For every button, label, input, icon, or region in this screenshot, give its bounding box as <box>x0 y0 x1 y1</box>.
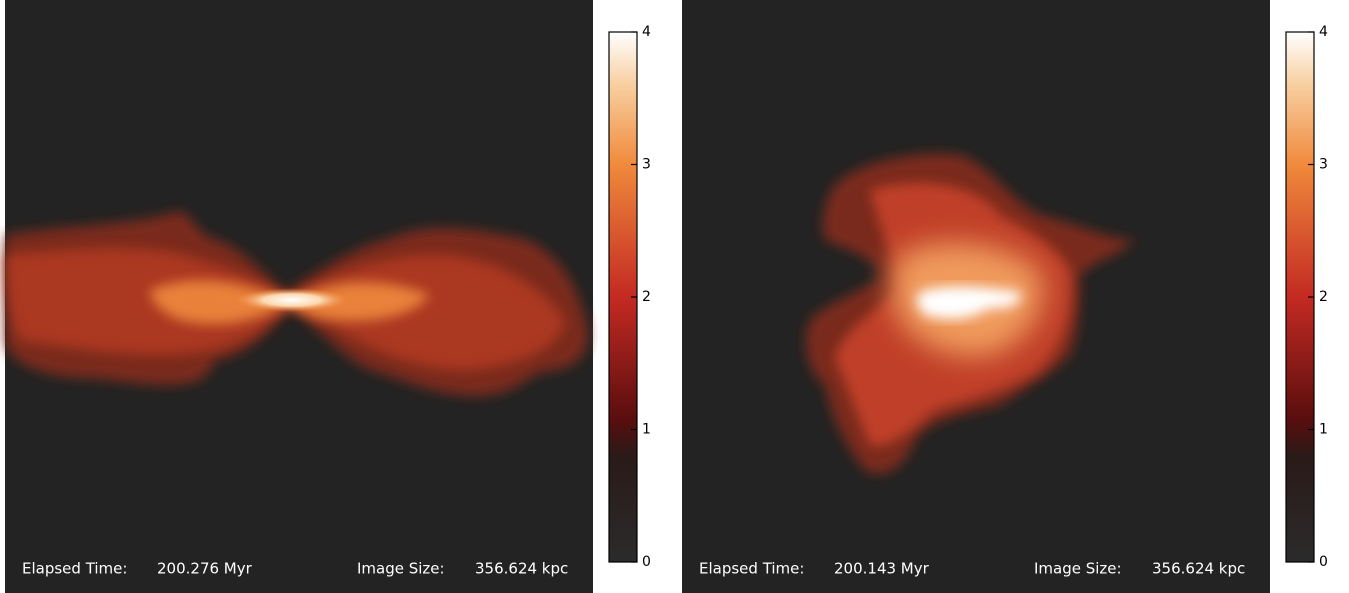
figure: Elapsed Time: 200.276 Myr Image Size: 35… <box>0 0 1349 593</box>
tick-label: 2 <box>642 289 651 305</box>
tick-label: 1 <box>1319 422 1328 438</box>
size-label: Image Size: <box>357 560 445 578</box>
panel: Elapsed Time: 200.276 Myr Image Size: 35… <box>5 0 651 593</box>
tick-label: 3 <box>642 157 651 173</box>
elapsed-label: Elapsed Time: <box>22 560 127 578</box>
tick-label: 0 <box>1319 554 1328 570</box>
tick-label: 4 <box>642 24 651 40</box>
tick-label: 3 <box>1319 157 1328 173</box>
size-value: 356.624 kpc <box>475 560 568 578</box>
elapsed-value: 200.276 Myr <box>157 560 253 578</box>
tick-label: 0 <box>642 554 651 570</box>
colorbar: 0 1 2 3 4 <box>609 24 651 570</box>
panel: Elapsed Time: 200.143 Myr Image Size: 35… <box>682 0 1328 593</box>
size-value: 356.624 kpc <box>1152 560 1245 578</box>
elapsed-label: Elapsed Time: <box>699 560 804 578</box>
page: {"panels": [ {"elapsed_label": "Elapsed … <box>0 0 1349 593</box>
elapsed-value: 200.143 Myr <box>834 560 930 578</box>
tick-label: 2 <box>1319 289 1328 305</box>
tick-label: 1 <box>642 422 651 438</box>
size-label: Image Size: <box>1034 560 1122 578</box>
colorbar: 0 1 2 3 4 <box>1286 24 1328 570</box>
tick-label: 4 <box>1319 24 1328 40</box>
